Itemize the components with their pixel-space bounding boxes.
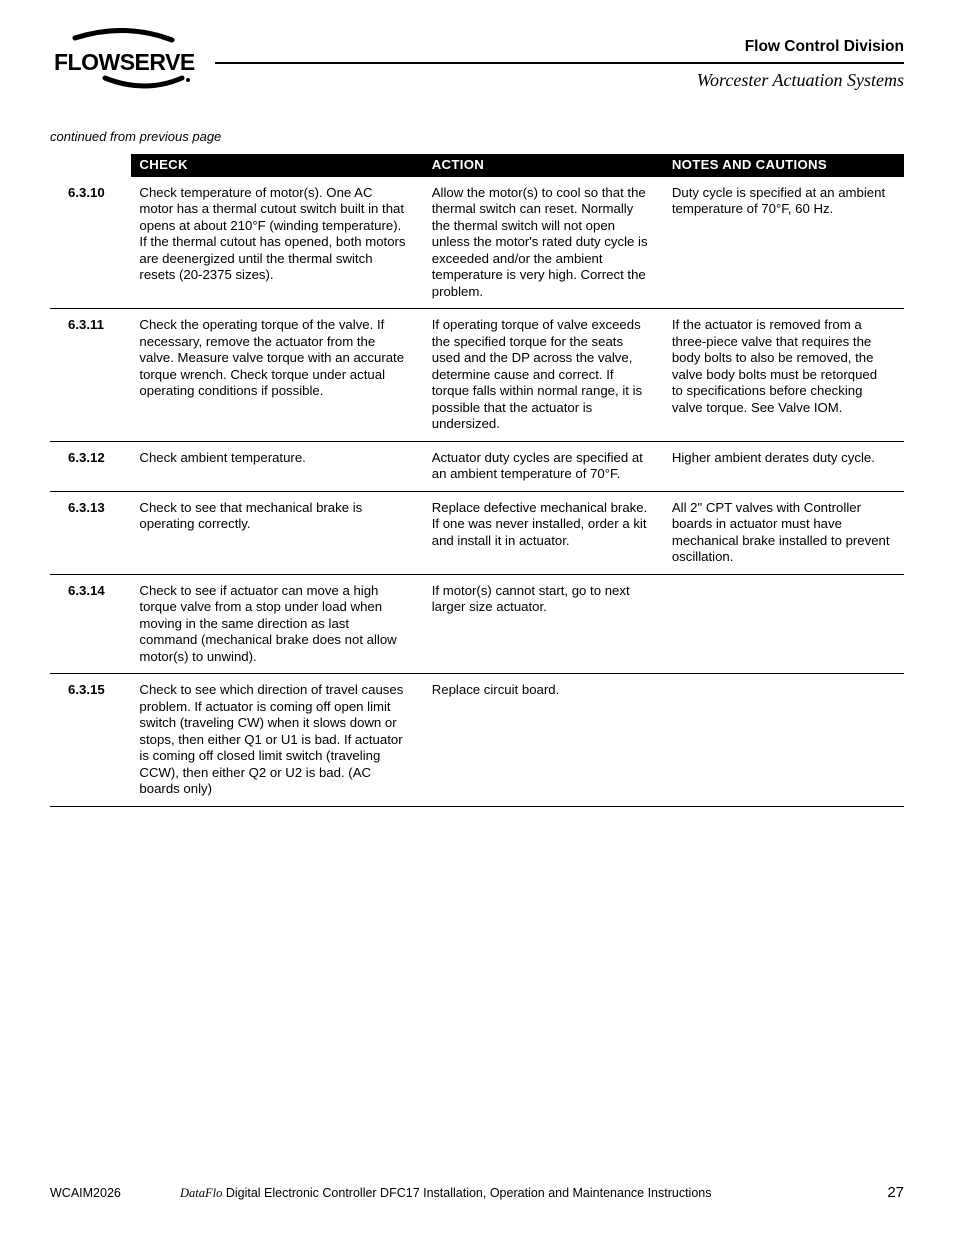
col-header-notes: NOTES AND CAUTIONS <box>664 154 904 177</box>
table-row: 6.3.15 Check to see which direction of t… <box>50 674 904 807</box>
table-row: 6.3.11 Check the operating torque of the… <box>50 309 904 442</box>
cell-check: Check the operating torque of the valve.… <box>131 309 423 442</box>
col-header-check: CHECK <box>131 154 423 177</box>
cell-num: 6.3.10 <box>50 177 131 309</box>
header-rule <box>215 62 904 64</box>
table-row: 6.3.14 Check to see if actuator can move… <box>50 574 904 674</box>
cell-action: Actuator duty cycles are specified at an… <box>424 441 664 491</box>
cell-action: If operating torque of valve exceeds the… <box>424 309 664 442</box>
table-header-row: CHECK ACTION NOTES AND CAUTIONS <box>50 154 904 177</box>
footer-product: DataFlo <box>180 1186 222 1200</box>
cell-action: Allow the motor(s) to cool so that the t… <box>424 177 664 309</box>
subtitle-label: Worcester Actuation Systems <box>215 70 904 91</box>
cell-action: Replace defective mechanical brake. If o… <box>424 491 664 574</box>
cell-num: 6.3.13 <box>50 491 131 574</box>
flowserve-logo: FLOWSERVE <box>50 28 195 93</box>
cell-num: 6.3.11 <box>50 309 131 442</box>
cell-action: If motor(s) cannot start, go to next lar… <box>424 574 664 674</box>
cell-check: Check ambient temperature. <box>131 441 423 491</box>
table-row: 6.3.12 Check ambient temperature. Actuat… <box>50 441 904 491</box>
page-footer: WCAIM2026 DataFlo Digital Electronic Con… <box>50 1184 904 1201</box>
col-header-num <box>50 154 131 177</box>
col-header-action: ACTION <box>424 154 664 177</box>
footer-desc-text: Digital Electronic Controller DFC17 Inst… <box>222 1186 711 1200</box>
cell-check: Check to see if actuator can move a high… <box>131 574 423 674</box>
footer-doc-id: WCAIM2026 <box>50 1186 180 1200</box>
cell-notes <box>664 574 904 674</box>
cell-notes: If the actuator is removed from a three-… <box>664 309 904 442</box>
division-label: Flow Control Division <box>215 38 904 56</box>
table-row: 6.3.10 Check temperature of motor(s). On… <box>50 177 904 309</box>
table-row: 6.3.13 Check to see that mechanical brak… <box>50 491 904 574</box>
cell-notes <box>664 674 904 807</box>
footer-desc: DataFlo Digital Electronic Controller DF… <box>180 1186 864 1201</box>
cell-check: Check temperature of motor(s). One AC mo… <box>131 177 423 309</box>
troubleshooting-table: CHECK ACTION NOTES AND CAUTIONS 6.3.10 C… <box>50 154 904 807</box>
header-right: Flow Control Division Worcester Actuatio… <box>215 28 904 91</box>
continued-note: continued from previous page <box>50 129 904 144</box>
page-header: FLOWSERVE Flow Control Division Worceste… <box>50 28 904 93</box>
cell-check: Check to see which direction of travel c… <box>131 674 423 807</box>
cell-notes: Duty cycle is specified at an ambient te… <box>664 177 904 309</box>
cell-notes: Higher ambient derates duty cycle. <box>664 441 904 491</box>
cell-check: Check to see that mechanical brake is op… <box>131 491 423 574</box>
cell-notes: All 2" CPT valves with Controller boards… <box>664 491 904 574</box>
svg-text:FLOWSERVE: FLOWSERVE <box>54 49 195 75</box>
cell-num: 6.3.12 <box>50 441 131 491</box>
footer-page-number: 27 <box>864 1184 904 1201</box>
cell-num: 6.3.15 <box>50 674 131 807</box>
cell-num: 6.3.14 <box>50 574 131 674</box>
cell-action: Replace circuit board. <box>424 674 664 807</box>
